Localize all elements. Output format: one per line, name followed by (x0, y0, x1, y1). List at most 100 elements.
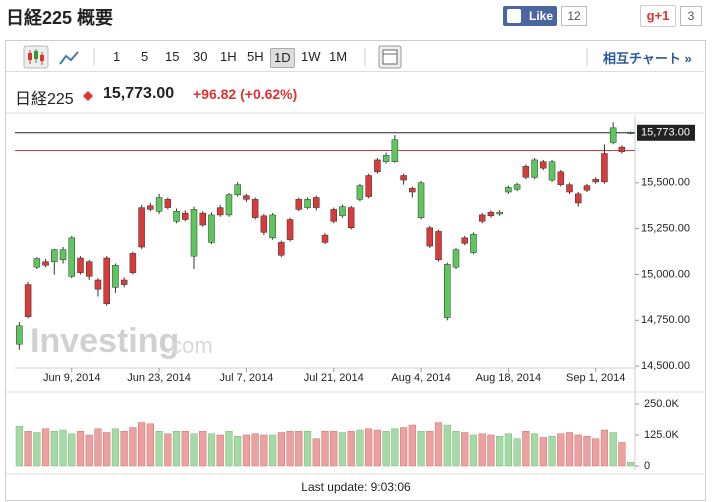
candle-body (557, 171, 565, 185)
candle-body (513, 184, 521, 190)
interval-button[interactable]: 5H (247, 49, 264, 64)
candle-body (391, 139, 399, 162)
price-label: 15,773.00 (641, 127, 690, 139)
candle-body (339, 206, 346, 217)
volume-bar (478, 433, 486, 467)
volume-bar (592, 438, 600, 467)
volume-bar (59, 429, 67, 467)
volume-bar (24, 431, 32, 467)
volume-bar (207, 433, 216, 467)
volume-bar (338, 432, 347, 467)
candle-body (330, 209, 337, 222)
interval-button[interactable]: 1M (329, 49, 348, 64)
candle-body (356, 185, 364, 200)
volume-bar (609, 432, 617, 467)
volume-bar (347, 431, 355, 467)
y-tick-label: 15,250.00 (641, 223, 690, 235)
quote-change: +96.82 (+0.62%) (193, 86, 298, 102)
candle-body (129, 253, 137, 273)
candle-body (16, 325, 23, 345)
candle-body (269, 214, 276, 239)
candle-body (278, 242, 285, 256)
candle-body (112, 265, 119, 288)
volume-bar (295, 431, 303, 467)
y-tick-label: 14,500.00 (641, 360, 690, 372)
y-tick-label: 250.0K (644, 398, 680, 410)
watermark-suffix: .com (165, 333, 213, 358)
volume-bar (68, 433, 76, 467)
volume-bar (312, 438, 320, 467)
widget-frame (5, 40, 706, 501)
candle-body (260, 215, 268, 233)
volume-bar (251, 433, 259, 467)
candle-body (496, 211, 503, 215)
volume-bar (391, 428, 399, 467)
candle-body (426, 227, 434, 247)
candle-body (138, 207, 145, 248)
volume-bar (111, 428, 120, 467)
candle-body (103, 257, 110, 305)
candle-body (478, 214, 486, 222)
last-update: Last update: 9:03:06 (301, 480, 411, 494)
candle-body (173, 211, 180, 222)
interval-button[interactable]: 1H (220, 49, 237, 64)
quote-name: 日経225 (15, 91, 74, 108)
candle-body (33, 258, 41, 268)
candle-body (540, 161, 547, 169)
volume-bar (530, 433, 539, 467)
volume-bar (522, 431, 530, 467)
volume-bar (373, 429, 382, 467)
candle-body (574, 193, 582, 204)
candle-body (51, 249, 58, 262)
candle-body (461, 237, 468, 244)
interval-button[interactable]: 1 (113, 49, 121, 64)
candle-body (208, 214, 215, 243)
volume-bar (496, 435, 504, 467)
volume-bar (41, 428, 50, 467)
volume-bar (356, 429, 364, 467)
y-tick-label: 14,750.00 (641, 314, 690, 326)
candle-body (505, 187, 512, 193)
volume-bar (417, 431, 425, 467)
interval-button[interactable]: 5 (141, 49, 149, 64)
like-button[interactable]: Like (503, 6, 557, 26)
candle-body (182, 212, 189, 220)
volume-bar (600, 429, 609, 467)
volume-bar (469, 434, 478, 467)
candle-body (155, 197, 163, 212)
candle-body (59, 249, 67, 261)
candle-body (199, 212, 206, 226)
volume-bar (574, 434, 582, 467)
volume-bar (565, 432, 574, 467)
volume-bar (138, 422, 146, 467)
gplus-button[interactable]: g+1 (640, 5, 676, 27)
x-tick-label: Jul 7, 2014 (219, 372, 273, 384)
candle-body (24, 284, 32, 317)
cross-chart-link[interactable]: 相互チャート » (603, 51, 692, 66)
page-title: 日経225 概要 (6, 8, 114, 28)
volume-bar (50, 431, 58, 467)
x-tick-label: Aug 18, 2014 (476, 372, 541, 384)
candle-body (85, 261, 93, 277)
volume-bar (277, 432, 285, 467)
candle-body (627, 132, 634, 135)
volume-bar (85, 434, 93, 467)
candle-body (592, 178, 599, 183)
y-tick-label: 15,000.00 (641, 268, 690, 280)
interval-button[interactable]: 30 (193, 49, 208, 64)
candle-body (522, 166, 530, 178)
candle-body (347, 207, 355, 228)
candle-body (444, 264, 451, 318)
toolbar-icons (6, 45, 704, 475)
volume-bar (408, 424, 416, 467)
interval-button[interactable]: 1W (301, 49, 321, 64)
volume-bar (260, 434, 268, 467)
volume-bar (539, 437, 547, 467)
y-tick-label: 125.0K (644, 429, 680, 441)
volume-bar (15, 426, 23, 467)
candle-body (374, 159, 381, 173)
interval-button[interactable]: 1D (270, 48, 295, 68)
candle-body (566, 184, 573, 193)
interval-button[interactable]: 15 (165, 49, 180, 64)
candle-body (548, 161, 556, 181)
